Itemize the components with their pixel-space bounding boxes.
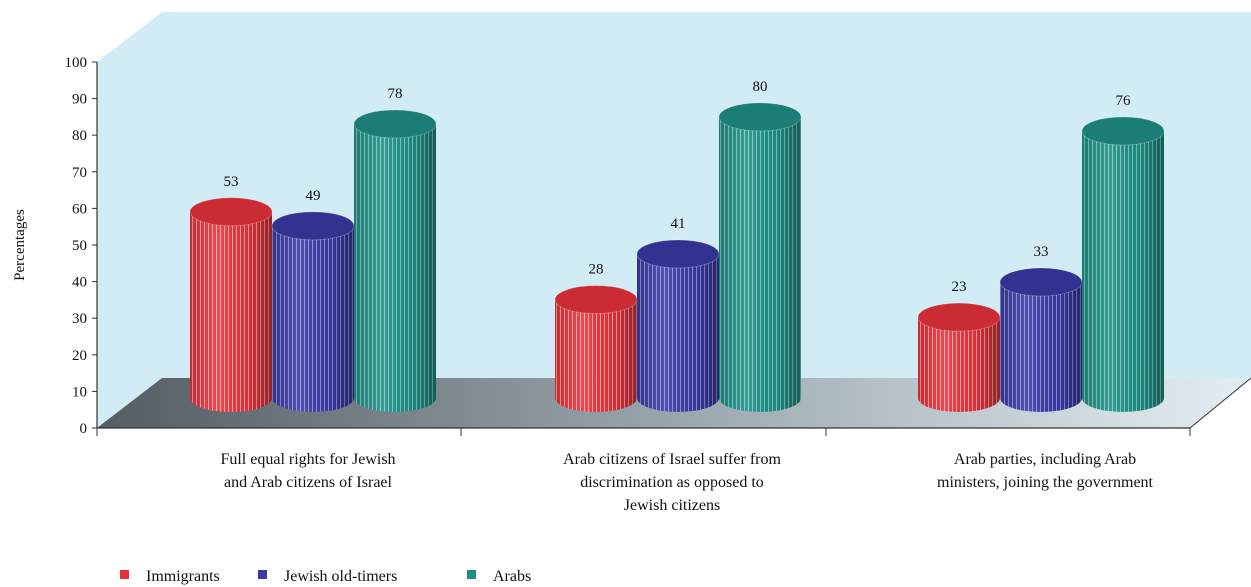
data-label: 33 — [1034, 244, 1049, 260]
y-tick-label: 20 — [72, 348, 87, 364]
legend-swatch — [467, 570, 476, 579]
bar-jewish-old-timers-1: 41 — [636, 216, 720, 412]
y-tick-label: 80 — [72, 128, 87, 144]
legend-label: Immigrants — [146, 568, 220, 585]
category-label: ministers, joining the government — [937, 474, 1154, 491]
y-ticks: 0 10 20 30 40 50 60 70 80 90 100 — [65, 55, 1191, 437]
data-label: 49 — [306, 188, 321, 204]
y-tick-label: 70 — [72, 165, 87, 181]
y-tick-label: 10 — [72, 384, 87, 400]
y-tick-label: 0 — [80, 421, 88, 437]
category-label: discrimination as opposed to — [580, 474, 764, 491]
legend-item: Immigrants — [120, 568, 220, 585]
data-label: 80 — [753, 79, 768, 95]
bar-immigrants-2: 23 — [917, 279, 1001, 412]
data-label: 78 — [388, 86, 403, 102]
data-label: 76 — [1116, 93, 1132, 109]
legend-item: Jewish old-timers — [258, 568, 397, 585]
y-tick-label: 100 — [65, 55, 88, 71]
bar-arabs-0: 78 — [353, 86, 437, 412]
data-label: 28 — [589, 262, 604, 278]
legend-label: Arabs — [493, 568, 531, 585]
category-label: Full equal rights for Jewish — [220, 451, 395, 468]
category-label: Arab citizens of Israel suffer from — [563, 451, 781, 468]
category-label: and Arab citizens of Israel — [224, 474, 392, 491]
y-tick-label: 30 — [72, 311, 87, 327]
data-label: 41 — [671, 216, 686, 232]
bar-jewish-old-timers-0: 49 — [271, 188, 355, 412]
y-tick-label: 40 — [72, 275, 87, 291]
bar-immigrants-1: 28 — [554, 262, 638, 412]
bars: 53 28 23 49 41 33 78 80 76 — [189, 79, 1165, 413]
y-tick-label: 50 — [72, 238, 87, 254]
legend-swatch — [120, 570, 129, 579]
data-label: 53 — [224, 174, 239, 190]
category-label: Jewish citizens — [624, 497, 720, 514]
bar-arabs-2: 76 — [1081, 93, 1165, 412]
y-axis-title: Percentages — [12, 209, 28, 281]
legend-swatch — [258, 570, 267, 579]
bar-jewish-old-timers-2: 33 — [999, 244, 1083, 412]
category-labels: Full equal rights for Jewish and Arab cit… — [220, 451, 1153, 514]
legend: Immigrants Jewish old-timers Arabs — [120, 568, 531, 585]
legend-label: Jewish old-timers — [284, 568, 397, 585]
bar-arabs-1: 80 — [718, 79, 802, 413]
y-tick-label: 60 — [72, 201, 87, 217]
data-label: 23 — [952, 279, 967, 295]
y-tick-label: 90 — [72, 92, 87, 108]
bar-immigrants-0: 53 — [189, 174, 273, 412]
legend-item: Arabs — [467, 568, 531, 585]
category-label: Arab parties, including Arab — [954, 451, 1136, 468]
